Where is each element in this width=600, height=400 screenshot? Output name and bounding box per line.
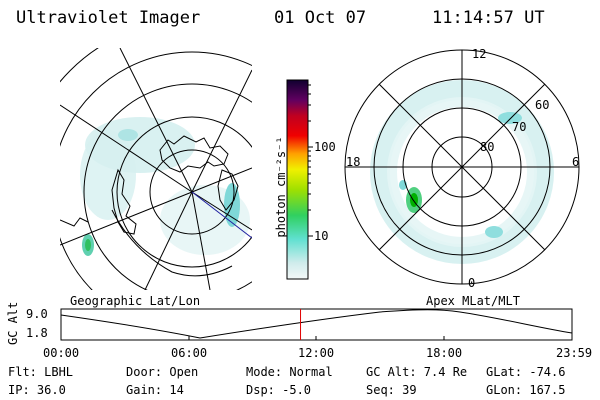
geo-grid [60,48,252,290]
seq-info: Seq: 39 [366,383,417,397]
left-panel-caption: Geographic Lat/Lon [70,294,201,308]
app-title: Ultraviolet Imager [16,8,201,28]
date-label: 01 Oct 07 [274,8,367,28]
mlat-label-60: 60 [535,98,550,112]
gc-alt-info: GC Alt: 7.4 Re [366,365,468,379]
gain-info: Gain: 14 [126,383,184,397]
colorbar-gradient [286,79,309,280]
timeline-xtick: 00:00 [43,346,80,360]
door-info: Door: Open [126,365,199,379]
filter-info: Flt: LBHL [8,365,74,379]
right-panel-caption: Apex MLat/MLT [426,294,520,308]
glon-info: GLon: 167.5 [486,383,566,397]
timeline-ylabel: GC Alt [6,301,20,345]
time-label: 11:14:57 UT [432,8,545,28]
timeline-xtick: 12:00 [298,346,335,360]
timeline-ytick-high: 9.0 [26,307,48,321]
timeline-ytick-low: 1.8 [26,326,48,340]
timeline-xtick: 23:59 [556,346,593,360]
colorbar-unit-label: photon cm⁻²s⁻¹ [274,136,288,238]
ip-info: IP: 36.0 [8,383,66,397]
mlt-label-18: 18 [346,155,361,169]
mlt-label-0: 0 [468,276,476,290]
mlt-label-12: 12 [472,47,487,61]
mlat-label-80: 80 [480,140,495,154]
timeline-xtick: 06:00 [171,346,208,360]
mlat-label-70: 70 [512,120,527,134]
colorbar-tick-10: 10 [314,229,329,243]
glat-info: GLat: -74.6 [486,365,566,379]
dsp-info: Dsp: -5.0 [246,383,312,397]
mode-info: Mode: Normal [246,365,333,379]
colorbar-tick-100: 100 [314,140,336,154]
timeline-xtick: 18:00 [426,346,463,360]
mlt-label-6: 6 [572,155,580,169]
